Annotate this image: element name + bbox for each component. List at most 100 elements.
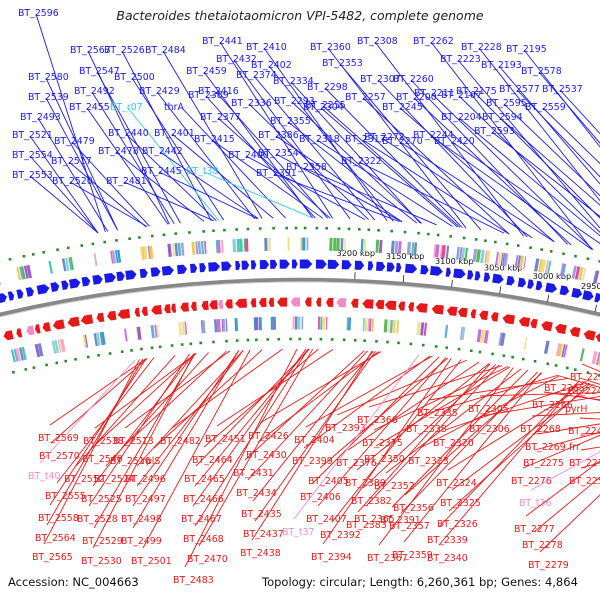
gene-label: BT_2401: [154, 128, 195, 139]
reverse-gene-arrow: [3, 330, 14, 341]
reverse-cog-mark: [213, 319, 218, 333]
gene-label: BT_2272: [569, 458, 600, 469]
gene-leader-line: [158, 171, 258, 220]
gene-label: BT_2175: [456, 86, 497, 97]
reverse-gene-arrow: [555, 323, 567, 335]
reverse-gene-arrow: [141, 306, 148, 316]
forward-gene-arrow: [68, 278, 81, 289]
forward-cds-dot: [358, 227, 361, 231]
gene-leader-line: [516, 89, 600, 178]
forward-cog-mark: [397, 241, 402, 255]
gene-label: BT_t38: [186, 166, 218, 177]
reverse-cog-mark: [225, 318, 228, 332]
gene-leader-line: [336, 359, 468, 416]
reverse-cds-dot: [140, 347, 143, 351]
gene-label: BT_2468: [183, 534, 224, 545]
reverse-cds-dot: [478, 350, 482, 354]
reverse-gene-arrow: [52, 319, 65, 330]
reverse-cds-dot: [45, 363, 48, 367]
gene-label: BT_2578: [521, 66, 562, 77]
reverse-cds-dot: [554, 364, 558, 367]
forward-cog-mark: [456, 246, 460, 260]
gene-leader-line: [46, 358, 144, 526]
gene-label: BT_2376: [336, 458, 377, 469]
reverse-cog-mark: [500, 332, 506, 347]
gene-label: BT_2193: [481, 60, 522, 71]
forward-gene-arrow: [161, 265, 174, 276]
genome-backbone: [0, 277, 600, 318]
forward-cds-dot: [529, 246, 532, 249]
reverse-cog-mark: [201, 320, 206, 334]
forward-gene-arrow: [327, 259, 340, 269]
reverse-cds-dot: [55, 361, 59, 365]
gene-leader-line: [438, 380, 580, 528]
gene-leader-line: [533, 476, 600, 533]
reverse-strand-features: [3, 297, 600, 343]
reverse-cds-dot: [386, 340, 389, 344]
gene-label: BT_2358: [286, 162, 327, 173]
gene-leader-line: [245, 155, 366, 220]
forward-cog-mark: [501, 252, 506, 267]
gene-label: BT_2569: [38, 433, 79, 444]
gene-leader-line: [49, 358, 147, 506]
forward-cog-mark: [534, 258, 540, 272]
cog-category-tracks: [0, 237, 600, 366]
reverse-cog-mark: [420, 322, 425, 336]
reverse-gene-arrow: [351, 298, 359, 308]
gene-leader-line: [480, 395, 600, 417]
gene-leader-line: [153, 349, 263, 449]
gene-leader-line: [448, 383, 591, 512]
reverse-gene-arrow: [541, 321, 553, 332]
gene-label: BT_2553: [12, 170, 53, 181]
gene-label: BT_2359: [392, 550, 433, 561]
forward-gene-arrow: [81, 276, 91, 287]
gene-label: BT_2406: [300, 492, 341, 503]
forward-cds-dot: [223, 228, 226, 232]
gene-label: BT_2325: [440, 498, 481, 509]
scale-tick-label: 2950 kbp: [581, 281, 600, 291]
reverse-cog-mark: [367, 318, 370, 332]
gene-label: BT_2383: [346, 520, 387, 531]
forward-cds-dot: [294, 226, 298, 230]
forward-gene-arrow: [241, 260, 250, 270]
gene-leader-line: [365, 364, 500, 507]
reverse-cds-dot: [319, 337, 323, 341]
gene-label: BT_2334: [273, 76, 314, 87]
gene-leader-line: [273, 173, 400, 223]
gene-leader-line: [458, 117, 600, 237]
gene-leader-line: [373, 366, 509, 431]
forward-gene-arrow: [467, 270, 474, 280]
gene-label: BT_2479: [54, 136, 95, 147]
gene-leader-line: [403, 372, 542, 543]
gene-leader-line: [123, 181, 214, 222]
reverse-gene-arrow: [277, 297, 288, 307]
forward-gene-arrow: [492, 273, 504, 284]
reverse-gene-arrow: [595, 333, 600, 343]
reverse-cog-mark: [498, 332, 503, 346]
figure-title: Bacteroides thetaiotaomicron VPI-5482, c…: [116, 8, 484, 23]
forward-gene-arrow: [176, 264, 188, 275]
forward-cog-mark: [191, 241, 196, 255]
forward-cds-dot: [403, 230, 407, 234]
reverse-cog-mark: [100, 331, 106, 346]
forward-cog-mark: [197, 241, 202, 255]
gene-label: BT_2265: [544, 383, 585, 394]
forward-cog-mark: [439, 244, 443, 258]
forward-cog-mark: [523, 256, 527, 270]
forward-cds-dot: [31, 253, 35, 256]
gene-leader-line: [322, 105, 461, 228]
forward-cds-dot: [516, 244, 520, 247]
gene-label: BT_2410: [246, 42, 287, 53]
gene-label: rplS: [142, 456, 160, 467]
reverse-gene-arrow: [180, 302, 189, 312]
gene-leader-line: [75, 355, 176, 467]
gene-label: BT_2501: [131, 556, 172, 567]
forward-cds-dot: [150, 234, 154, 238]
forward-cds-dot: [235, 228, 238, 231]
forward-gene-arrow: [61, 280, 69, 290]
reverse-gene-arrow: [26, 325, 35, 336]
gene-label: BT_2540: [82, 454, 123, 465]
reverse-cds-dot: [353, 338, 357, 342]
gene-leader-line: [71, 141, 150, 227]
gene-label: BT_2430: [246, 450, 287, 461]
